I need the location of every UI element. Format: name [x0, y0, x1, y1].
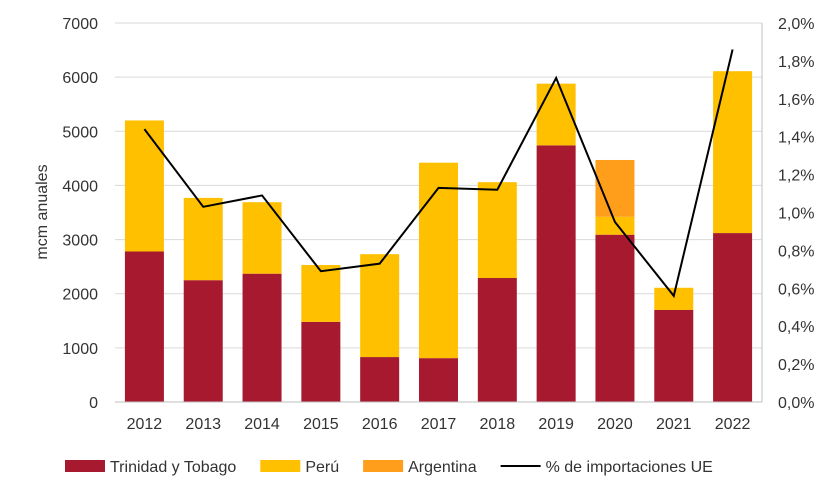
y2-tick-label: 0,2%: [778, 357, 814, 374]
y2-tick-label: 1,2%: [778, 168, 814, 185]
legend-label: Argentina: [408, 459, 477, 476]
y2-tick-label: 0,0%: [778, 395, 814, 412]
bar-segment: [242, 273, 282, 402]
y-tick-label: 2000: [62, 287, 98, 304]
axes: 0 1000 2000 3000 4000 5000 6000 7000 0,0% 0,2% 0,4…: [62, 16, 814, 433]
y-tick-label: 3000: [62, 233, 98, 250]
line-percent-imports: [143, 49, 734, 299]
bar-segment: [124, 251, 164, 402]
y-tick-label: 1000: [62, 341, 98, 358]
x-tick-label: 2014: [244, 416, 280, 433]
legend-swatch: [260, 460, 301, 472]
bar-segment: [654, 287, 694, 310]
bar-segment: [536, 145, 576, 402]
y-tick-label: 0: [89, 395, 98, 412]
bar-segment: [595, 216, 635, 235]
x-tick-label: 2016: [362, 416, 398, 433]
x-tick-label: 2022: [715, 416, 751, 433]
bars: [124, 71, 753, 402]
legend-swatch: [65, 460, 105, 472]
bar-segment: [360, 357, 400, 402]
x-tick-label: 2012: [127, 416, 163, 433]
bar-segment: [536, 83, 576, 146]
bar-segment: [713, 71, 753, 234]
bar-segment: [183, 197, 223, 281]
legend-label: Perú: [305, 459, 339, 476]
x-tick-label: 2013: [185, 416, 221, 433]
legend-swatch: [363, 460, 404, 472]
y2-tick-label: 1,6%: [778, 92, 814, 109]
bar-segment: [124, 120, 164, 252]
y2-tick-label: 0,8%: [778, 243, 814, 260]
y-tick-label: 6000: [62, 70, 98, 87]
bar-segment: [654, 309, 694, 402]
bar-segment: [595, 234, 635, 402]
bar-segment: [360, 254, 400, 358]
y-tick-label: 4000: [62, 178, 98, 195]
y2-tick-label: 1,8%: [778, 54, 814, 71]
y-tick-label: 5000: [62, 124, 98, 141]
x-tick-label: 2021: [656, 416, 692, 433]
x-tick-label: 2020: [597, 416, 633, 433]
x-tick-label: 2015: [303, 416, 339, 433]
bar-segment: [242, 202, 282, 274]
bar-segment: [301, 265, 341, 322]
legend-label: % de importaciones UE: [546, 459, 713, 476]
x-tick-label: 2017: [421, 416, 457, 433]
bar-segment: [477, 278, 517, 402]
bar-segment: [183, 280, 223, 402]
line-series: [143, 49, 734, 299]
y2-tick-label: 0,4%: [778, 319, 814, 336]
y2-tick-label: 0,6%: [778, 281, 814, 298]
y-tick-label: 7000: [62, 16, 98, 33]
y2-tick-label: 2,0%: [778, 16, 814, 33]
bar-segment: [301, 321, 341, 402]
bar-segment: [713, 233, 753, 402]
bar-segment: [419, 358, 458, 402]
bar-segment: [419, 162, 458, 359]
y2-tick-label: 1,0%: [778, 206, 814, 223]
bar-segment: [477, 182, 517, 279]
x-tick-label: 2019: [538, 416, 574, 433]
y2-tick-label: 1,4%: [778, 130, 814, 147]
x-tick-label: 2018: [480, 416, 516, 433]
legend: Trinidad y Tobago Perú Argentina % de impor…: [65, 459, 713, 476]
y-axis-label: mcm anuales: [34, 164, 51, 259]
legend-label: Trinidad y Tobago: [110, 459, 236, 476]
